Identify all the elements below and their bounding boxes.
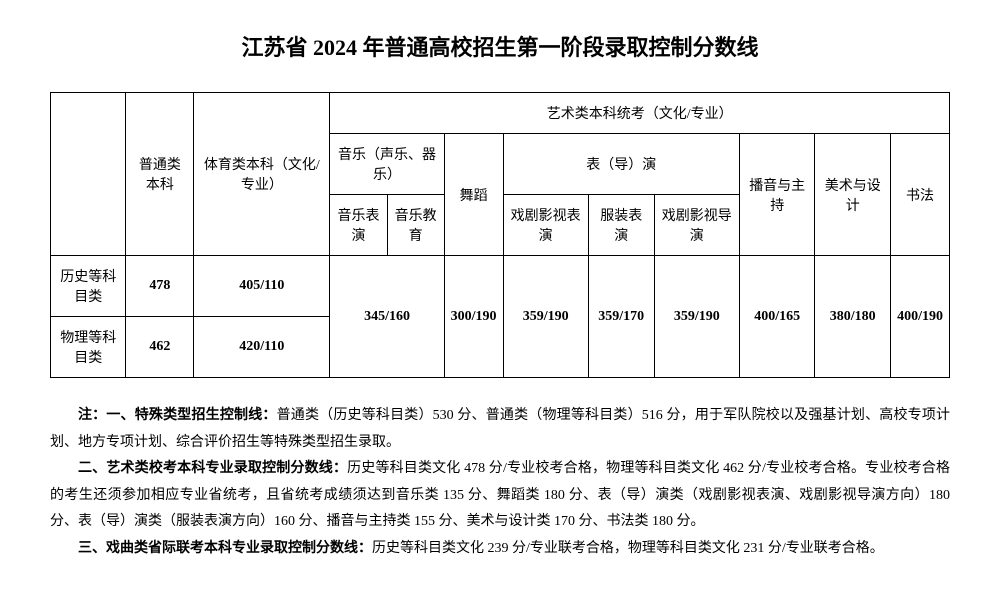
- cell-calligraphy: 400/190: [891, 256, 950, 378]
- col-header-category: [51, 93, 126, 256]
- cell-drama-tv-dir: 359/190: [654, 256, 739, 378]
- note-line-2: 二、艺术类校考本科专业录取控制分数线：历史等科目类文化 478 分/专业校考合格…: [50, 456, 950, 536]
- note-3-text: 历史等科目类文化 239 分/专业联考合格，物理等科目类文化 231 分/专业联…: [372, 541, 884, 556]
- header-row-1: 普通类本科 体育类本科（文化/专业） 艺术类本科统考（文化/专业）: [51, 93, 950, 134]
- cell-category: 物理等科目类: [51, 317, 126, 378]
- note-prefix: 注：: [78, 408, 106, 423]
- notes-section: 注：一、特殊类型招生控制线：普通类（历史等科目类）530 分、普通类（物理等科目…: [50, 403, 950, 563]
- col-header-music-group: 音乐（声乐、器乐）: [330, 134, 444, 195]
- cell-broadcast: 400/165: [739, 256, 815, 378]
- col-header-fashion-perf: 服装表演: [588, 195, 654, 256]
- cell-category: 历史等科目类: [51, 256, 126, 317]
- col-header-fine-art: 美术与设计: [815, 134, 891, 256]
- col-header-art-group: 艺术类本科统考（文化/专业）: [330, 93, 950, 134]
- note-line-3: 三、戏曲类省际联考本科专业录取控制分数线：历史等科目类文化 239 分/专业联考…: [50, 536, 950, 563]
- score-table: 普通类本科 体育类本科（文化/专业） 艺术类本科统考（文化/专业） 音乐（声乐、…: [50, 92, 950, 378]
- page-title: 江苏省 2024 年普通高校招生第一阶段录取控制分数线: [50, 30, 950, 62]
- cell-general: 478: [126, 256, 194, 317]
- col-header-broadcast: 播音与主持: [739, 134, 815, 256]
- col-header-drama-tv-dir: 戏剧影视导演: [654, 195, 739, 256]
- cell-dance: 300/190: [444, 256, 503, 378]
- col-header-calligraphy: 书法: [891, 134, 950, 256]
- cell-sports: 405/110: [194, 256, 330, 317]
- note-1-label: 一、特殊类型招生控制线：: [106, 408, 276, 423]
- col-header-acting-group: 表（导）演: [503, 134, 739, 195]
- table-row: 历史等科目类 478 405/110 345/160 300/190 359/1…: [51, 256, 950, 317]
- cell-music: 345/160: [330, 256, 444, 378]
- cell-general: 462: [126, 317, 194, 378]
- cell-fashion-perf: 359/170: [588, 256, 654, 378]
- cell-fine-art: 380/180: [815, 256, 891, 378]
- note-2-label: 二、艺术类校考本科专业录取控制分数线：: [78, 461, 347, 476]
- col-header-general: 普通类本科: [126, 93, 194, 256]
- note-3-label: 三、戏曲类省际联考本科专业录取控制分数线：: [78, 541, 372, 556]
- col-header-music-perf: 音乐表演: [330, 195, 387, 256]
- col-header-sports: 体育类本科（文化/专业）: [194, 93, 330, 256]
- col-header-drama-tv-act: 戏剧影视表演: [503, 195, 588, 256]
- col-header-dance: 舞蹈: [444, 134, 503, 256]
- cell-drama-tv-act: 359/190: [503, 256, 588, 378]
- note-line-1: 注：一、特殊类型招生控制线：普通类（历史等科目类）530 分、普通类（物理等科目…: [50, 403, 950, 456]
- col-header-music-edu: 音乐教育: [387, 195, 444, 256]
- cell-sports: 420/110: [194, 317, 330, 378]
